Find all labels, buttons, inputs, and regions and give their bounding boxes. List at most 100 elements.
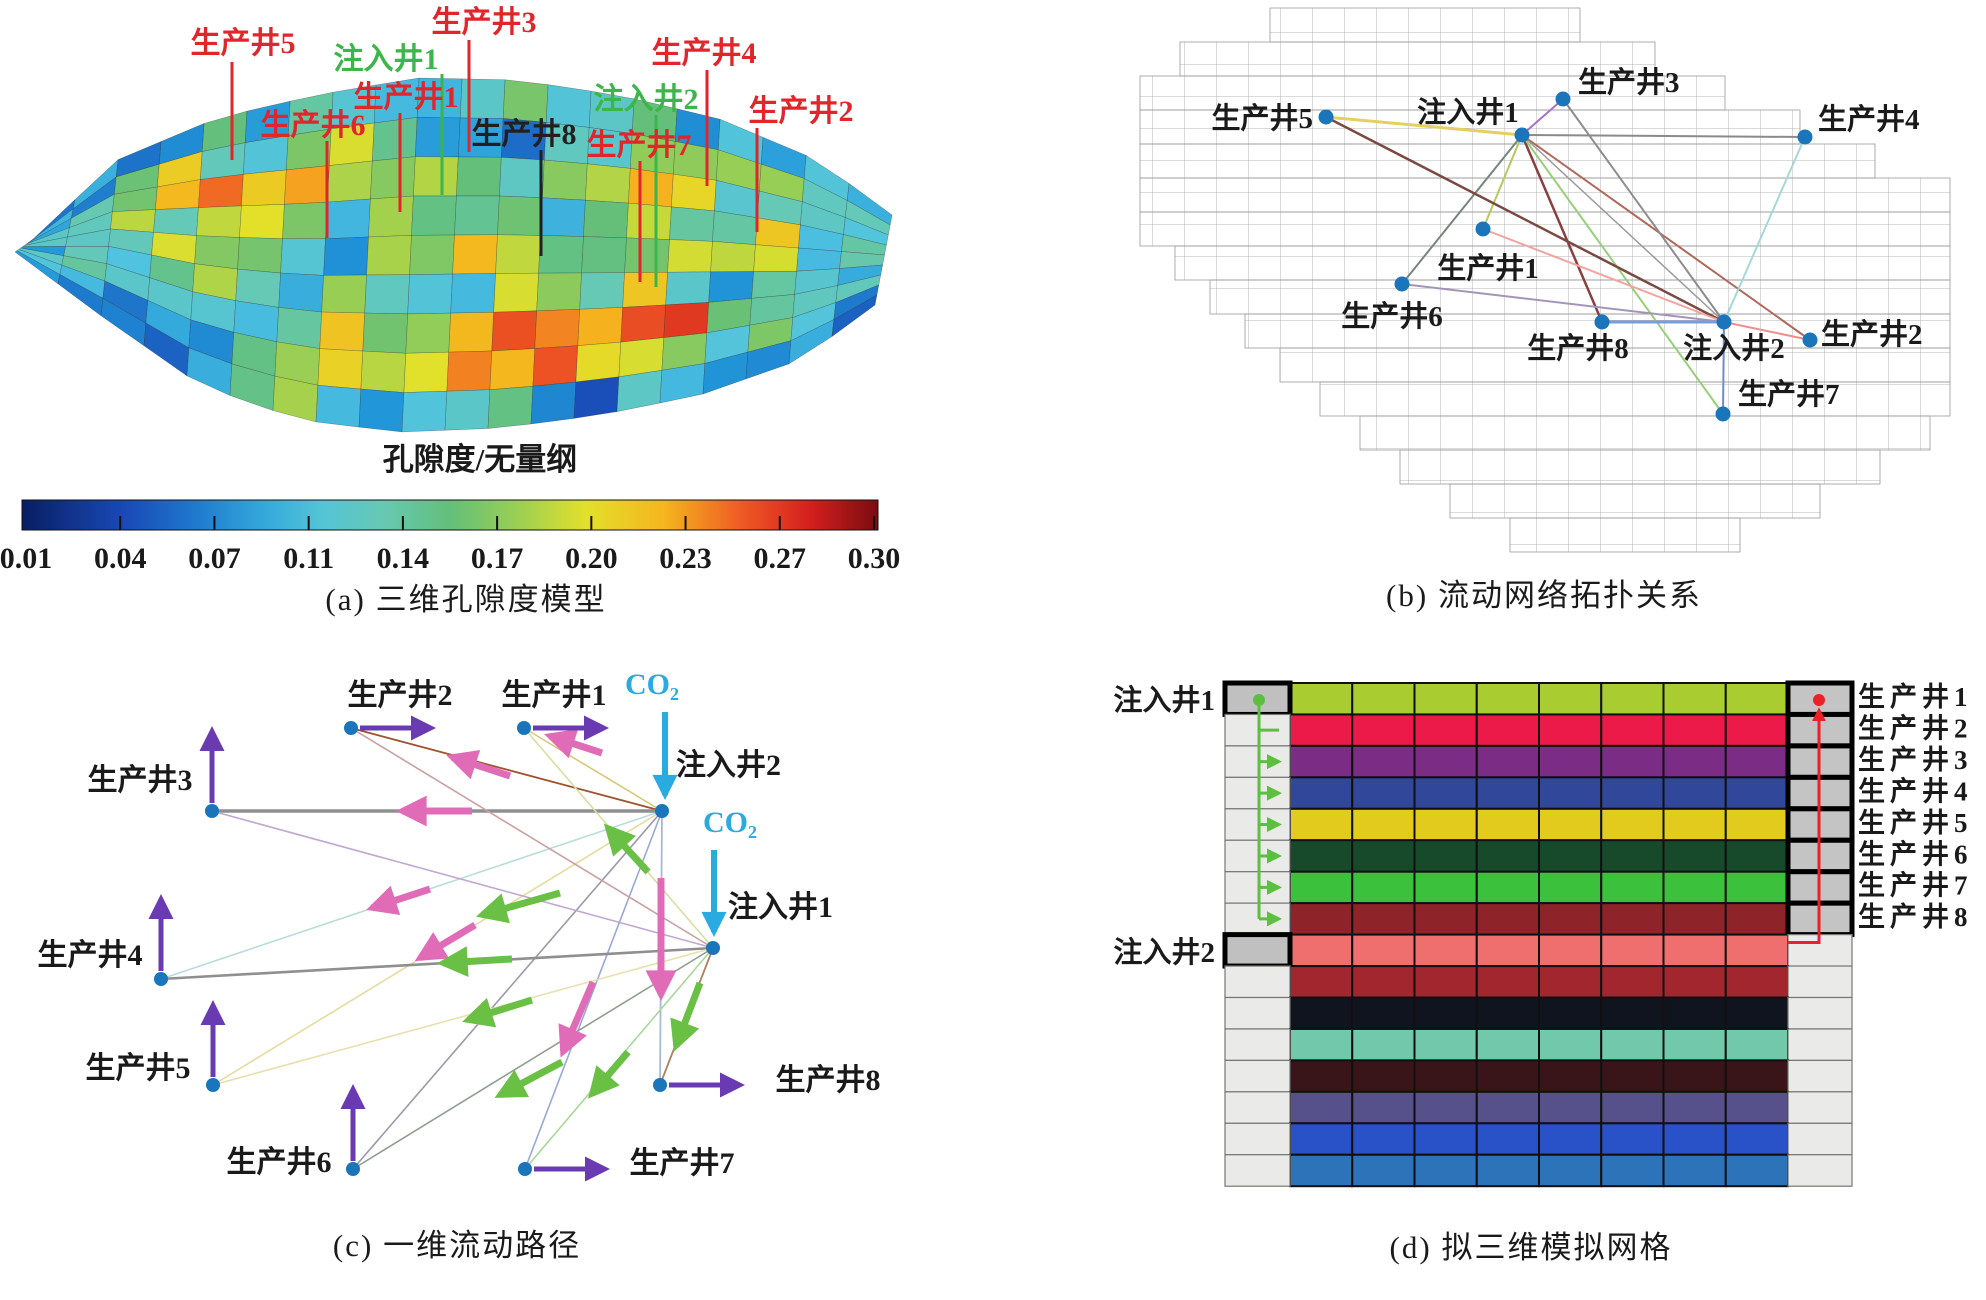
layer-cell <box>1538 807 1603 842</box>
porosity-cell <box>708 271 754 303</box>
grid-band <box>1179 41 1656 77</box>
layer-cell <box>1724 870 1789 905</box>
porosity-cell <box>194 235 240 270</box>
well-dot <box>706 941 720 955</box>
layer-cell <box>1662 902 1727 936</box>
panel-b-well-label: 注入井2 <box>1683 331 1785 365</box>
panel-a-well-label: 生产井3 <box>432 6 537 39</box>
layer-cell <box>1475 1090 1540 1125</box>
green-flow-arrow <box>670 981 704 1052</box>
edge-cell <box>1787 1059 1853 1093</box>
layer-cell <box>1724 713 1789 747</box>
layer-cell <box>1538 1027 1603 1062</box>
layer-cell <box>1600 996 1665 1030</box>
layer-cell <box>1724 996 1789 1030</box>
layer-cell <box>1538 839 1603 873</box>
porosity-cell <box>536 272 582 312</box>
well-dot <box>346 1162 360 1176</box>
panel-b-well-label: 生产井5 <box>1211 102 1313 135</box>
layer-cell <box>1600 1122 1665 1156</box>
porosity-cell <box>323 236 369 276</box>
porosity-cell <box>493 272 539 313</box>
well-dot <box>206 1078 220 1092</box>
layer-cell <box>1662 1122 1727 1156</box>
panel-d-producer-label: 生产井6 <box>1858 839 1973 869</box>
layer-cell <box>1475 1059 1540 1093</box>
porosity-cell <box>278 272 324 313</box>
grid-band <box>1139 109 1801 145</box>
layer-cell <box>1413 870 1478 905</box>
layer-cell <box>1289 807 1354 842</box>
layer-cell <box>1413 902 1478 936</box>
panel-b: 生产井5 注入井1 生产井3 生产井4 生产井1 生产井6 生产井8 注入井2 生产井2 生产井7 <box>1139 7 1951 553</box>
colorbar-tick-label: 0.23 <box>659 542 712 575</box>
porosity-cell <box>495 234 541 274</box>
porosity-cell <box>583 199 629 239</box>
layer-cell <box>1289 744 1354 779</box>
layer-cell <box>1289 1090 1354 1125</box>
porosity-cell <box>282 201 328 239</box>
porosity-cell <box>401 390 448 433</box>
colorbar <box>21 499 879 531</box>
caption-panel-b: (b) 流动网络拓扑关系 <box>1386 578 1702 613</box>
layer-cell <box>1289 996 1354 1030</box>
layer-cell <box>1413 965 1478 999</box>
panel-a-well-label: 生产井4 <box>652 37 757 70</box>
layer-cell <box>1538 713 1603 747</box>
grid-band <box>1399 449 1881 485</box>
network-edge <box>1482 134 1523 230</box>
panel-b-well-label: 生产井3 <box>1578 66 1680 99</box>
porosity-cell <box>407 273 453 315</box>
panel-b-well-label: 生产井2 <box>1821 318 1923 351</box>
layer-cell <box>1351 933 1416 968</box>
layer-cell <box>1538 1153 1603 1188</box>
colorbar-tick-label: 0.30 <box>848 542 901 575</box>
layer-cell <box>1413 1122 1478 1156</box>
grid-band <box>1509 517 1741 553</box>
edge-cell <box>1787 1028 1853 1061</box>
porosity-cell <box>459 78 506 119</box>
porosity-cell <box>362 312 408 354</box>
porosity-cell <box>366 235 412 276</box>
panel-d-producer-label: 生产井7 <box>1858 871 1973 901</box>
layer-cell <box>1351 870 1416 905</box>
grid-band <box>1209 279 1951 315</box>
layer-cell <box>1475 1122 1540 1156</box>
layer-cell <box>1538 776 1603 810</box>
layer-cell <box>1289 839 1354 873</box>
flow-ray <box>523 727 663 812</box>
layer-cell <box>1475 933 1540 968</box>
layer-cell <box>1662 965 1727 999</box>
layer-cell <box>1289 1059 1354 1093</box>
porosity-cell <box>321 274 367 314</box>
porosity-cell <box>239 204 285 239</box>
layer-cell <box>1413 776 1478 810</box>
layer-cell <box>1724 682 1789 716</box>
well-dot <box>1394 276 1410 292</box>
layer-cell <box>1538 1059 1603 1093</box>
porosity-cell <box>409 234 455 275</box>
layer-cell <box>1475 996 1540 1030</box>
layer-cell <box>1538 870 1603 905</box>
porosity-cell <box>671 173 717 212</box>
layer-cell <box>1413 1153 1478 1188</box>
porosity-cell <box>196 205 242 238</box>
layer-cell <box>1351 713 1416 747</box>
layer-cell <box>1600 839 1665 873</box>
panel-a-well-label: 生产井7 <box>587 129 692 162</box>
porosity-cell <box>456 156 502 197</box>
layer-cell <box>1351 1153 1416 1188</box>
colorbar-tick-label: 0.01 <box>0 542 52 575</box>
colorbar-tick-label: 0.20 <box>565 542 618 575</box>
layer-cell <box>1475 776 1540 810</box>
well-dot <box>344 721 358 735</box>
grid-band <box>1244 313 1951 349</box>
layer-cell <box>1538 965 1603 999</box>
layer-cell <box>1662 1027 1727 1062</box>
grid-band <box>1139 177 1951 213</box>
layer-cell <box>1724 1027 1789 1062</box>
porosity-cell <box>452 234 498 275</box>
layer-cell <box>1289 870 1354 905</box>
layer-cell <box>1724 1122 1789 1156</box>
panel-a-well-label: 生产井8 <box>472 118 577 151</box>
